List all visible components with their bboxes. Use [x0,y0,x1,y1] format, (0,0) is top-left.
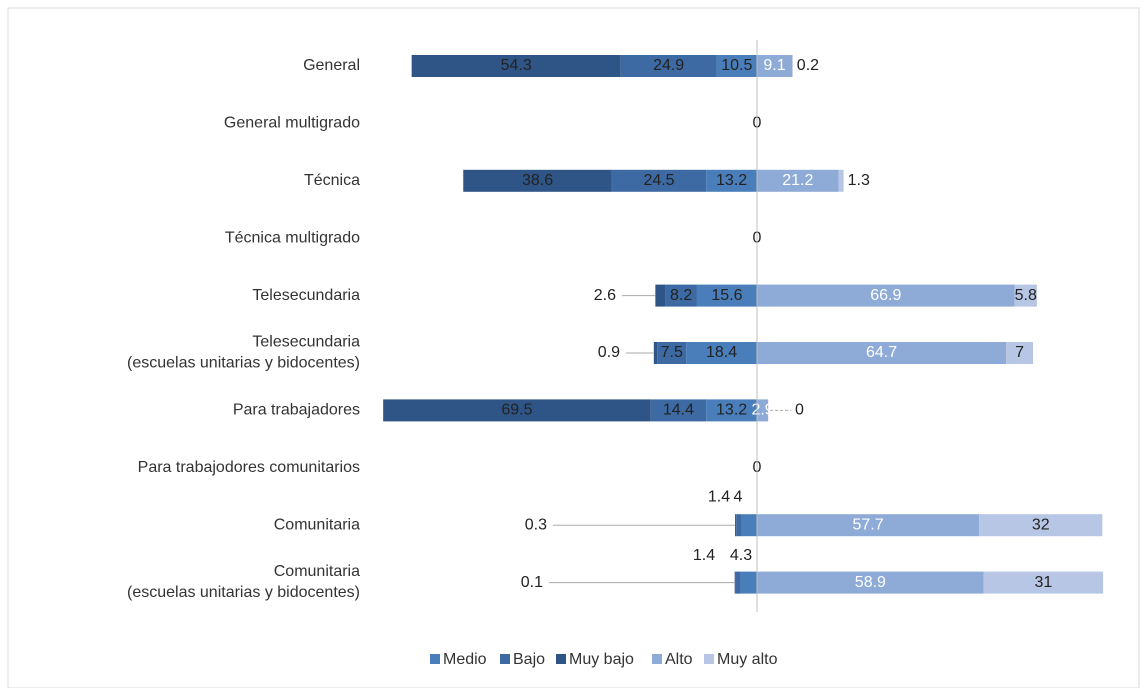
data-label: 15.6 [711,287,742,304]
category-label: Para trabajadores [233,402,360,419]
data-label: 9.1 [763,57,785,74]
bar-segment [1006,342,1034,364]
bar-segment [655,284,666,307]
category-label: Comunitaria [274,516,360,533]
data-label: 21.2 [782,172,813,189]
data-label: 7.5 [661,344,683,361]
legend-label: Muy alto [717,651,778,668]
data-label: 0.9 [598,344,620,361]
bar-segment [665,284,697,307]
data-label: 0.3 [525,516,547,533]
data-label: 32 [1032,516,1050,533]
bar-segment [740,571,757,594]
bar-segment [735,514,737,537]
data-label: 0 [795,402,804,419]
legend-swatch [430,654,440,664]
bar-segment [757,284,1015,307]
legend-label: Alto [665,651,693,668]
data-label: 54.3 [501,57,532,74]
bar-segment [757,571,984,594]
bar-segment [706,169,757,192]
data-label: 2.6 [594,287,616,304]
legend-label: Bajo [513,651,545,668]
data-label: 7 [1015,344,1024,361]
bar-segment [741,514,757,537]
data-label: 4 [734,488,743,505]
data-label: 13.2 [716,402,747,419]
bar-segment [757,514,980,537]
bar-segment [983,571,1104,594]
bar-segment [620,55,717,77]
bar-segment [757,169,839,192]
bar-segment [706,399,757,422]
bar-segment [463,169,612,192]
bar-segment [792,55,793,77]
bar-segment [757,55,793,77]
category-label: Telesecundaria [252,287,360,304]
data-label: 8.2 [670,287,692,304]
bar-segment [1014,284,1037,307]
bar-segment [735,571,741,594]
data-label: 10.5 [721,57,752,74]
data-label: 1.3 [848,172,870,189]
data-label: 13.2 [716,172,747,189]
legend-swatch [652,654,662,664]
data-label: 0.2 [797,57,819,74]
bar-segment [653,342,658,364]
data-label: 0.1 [521,574,543,591]
bar-segment [757,399,769,422]
data-label: 14.4 [663,402,694,419]
data-label: 57.7 [853,516,884,533]
data-label: 24.9 [653,57,684,74]
category-label: General multigrado [224,115,360,132]
data-label: 38.6 [522,172,553,189]
bar-segment [411,55,621,77]
legend-label: Medio [443,651,487,668]
data-label: 5.8 [1015,287,1037,304]
legend-swatch [556,654,566,664]
category-label: Técnica [304,172,360,189]
data-label: 69.5 [501,402,532,419]
bar-segment [611,169,707,192]
data-label: 66.9 [870,287,901,304]
bar-segment [757,342,1007,364]
data-label: 64.7 [866,344,897,361]
bar-segment [716,55,757,77]
bar-segment [657,342,687,364]
data-label: 1.4 [708,488,730,505]
data-label: 31 [1035,574,1053,591]
data-label: 4.3 [730,547,752,564]
data-label: 58.9 [855,574,886,591]
category-label: Comunitaria (escuelas unitarias y bidocen… [127,563,360,601]
bar-segment [838,169,844,192]
category-label: Para trabajodores comunitarios [138,459,360,476]
bar-segment [650,399,707,422]
bar-segment [696,284,757,307]
bar-segment [736,514,742,537]
legend-swatch [704,654,714,664]
data-label: 18.4 [706,344,737,361]
bar-segment [686,342,757,364]
data-label: 24.5 [643,172,674,189]
bar-segment [383,399,651,422]
category-label: Técnica multigrado [225,229,360,246]
category-label: Telesecundaria (escuelas unitarias y bido… [127,334,360,372]
legend-swatch [500,654,510,664]
category-label: General [303,57,360,74]
data-label: 1.4 [693,547,715,564]
bar-segment [979,514,1103,537]
legend-label: Muy bajo [569,651,634,668]
